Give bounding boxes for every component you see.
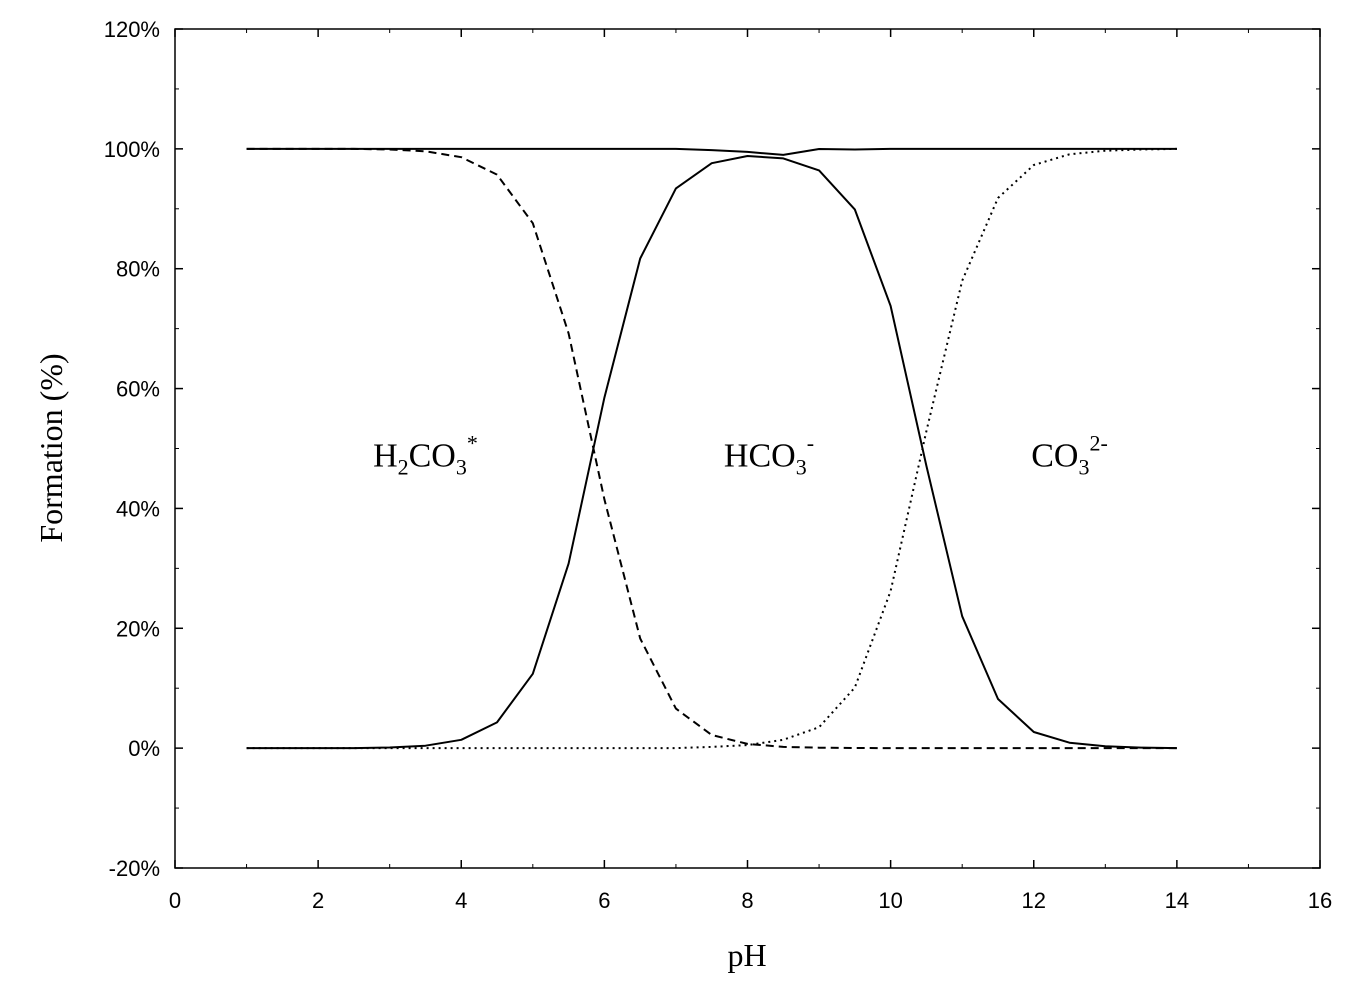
x-axis-title: pH <box>727 937 766 973</box>
x-tick-label: 2 <box>312 888 324 913</box>
label-base: H <box>724 437 749 474</box>
tick-marks <box>174 28 1321 869</box>
x-tick-label: 0 <box>169 888 181 913</box>
label-subscript-2: 3 <box>1078 454 1089 479</box>
x-tick-label: 6 <box>598 888 610 913</box>
label-subscript-2: 3 <box>456 454 467 479</box>
x-tick-label: 12 <box>1022 888 1046 913</box>
y-tick-label: 80% <box>116 257 160 282</box>
label-subscript: 2 <box>398 454 409 479</box>
y-tick-label: 60% <box>116 377 160 402</box>
y-tick-label: 40% <box>116 496 160 521</box>
x-tick-label: 14 <box>1165 888 1189 913</box>
label-base: H <box>373 437 398 474</box>
y-tick-label: 120% <box>104 17 160 42</box>
series-lines <box>246 147 1177 750</box>
total-series-line <box>246 147 1177 156</box>
label-mid: CO <box>409 437 456 474</box>
tick-labels: 0 2 4 6 8 10 12 14 16 -20% 0% 20% 40% 60% 80% 100% 120% <box>104 17 1333 913</box>
x-tick-label: 8 <box>741 888 753 913</box>
label-superscript: - <box>807 430 814 455</box>
co3-label: CO32- <box>1031 430 1108 479</box>
x-tick-label: 4 <box>455 888 467 913</box>
label-mid: CO <box>1031 437 1078 474</box>
h2co3-label: H2CO3* <box>373 430 478 479</box>
label-superscript: * <box>467 430 478 455</box>
species-labels: H2CO3* HCO3- CO32- <box>373 430 1108 479</box>
x-tick-label: 10 <box>878 888 902 913</box>
label-mid: CO <box>748 437 795 474</box>
label-subscript-2: 3 <box>796 454 807 479</box>
y-axis-title: Formation (%) <box>33 353 69 542</box>
label-superscript: 2- <box>1089 430 1107 455</box>
y-tick-label: 100% <box>104 137 160 162</box>
x-tick-label: 16 <box>1308 888 1332 913</box>
y-tick-label: 0% <box>128 736 160 761</box>
y-tick-label: 20% <box>116 616 160 641</box>
y-tick-label: -20% <box>109 856 160 881</box>
hco3-label: HCO3- <box>724 430 814 479</box>
hco3-series-line <box>246 155 1177 750</box>
